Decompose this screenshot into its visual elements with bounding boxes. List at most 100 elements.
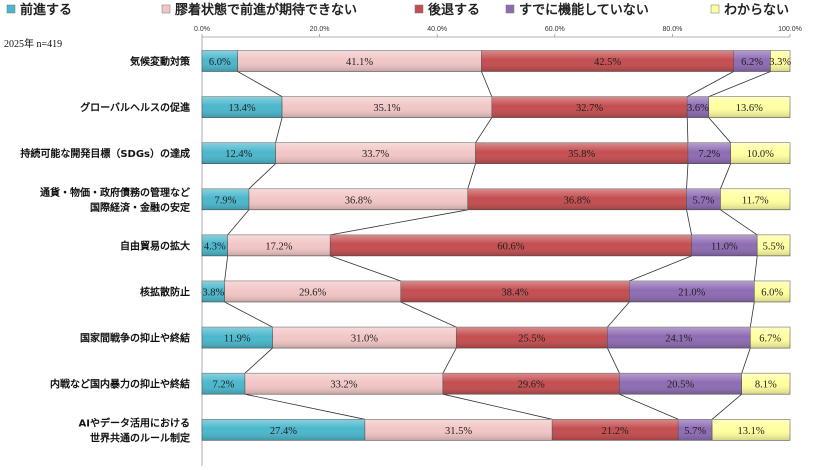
connector-line xyxy=(237,71,283,97)
bar-segment-shade xyxy=(720,188,790,210)
data-label: 5.7% xyxy=(693,195,715,206)
data-label: 6.0% xyxy=(761,288,783,299)
bar-segment-shade xyxy=(686,188,721,210)
bar-segment-shade xyxy=(275,142,476,164)
bar-segment-shade xyxy=(691,234,758,256)
bar-row: 6.0% 41.1% 42.5% 6.2% 3.3% xyxy=(201,50,791,72)
connector-line xyxy=(475,117,493,143)
category-label: 自由貿易の拡大 xyxy=(120,239,190,252)
connector-line xyxy=(711,393,742,420)
data-label: 11.9% xyxy=(224,334,251,345)
connector-line xyxy=(686,209,692,235)
data-label: 21.0% xyxy=(678,288,705,299)
data-label: 6.2% xyxy=(741,57,763,68)
bar-segment-shade xyxy=(330,234,692,256)
data-label: 11.7% xyxy=(742,195,769,206)
bar-segment-shade xyxy=(237,50,482,72)
category-label: 持続可能な開発目標（SDGs）の達成 xyxy=(20,147,190,160)
connector-line xyxy=(248,163,276,190)
data-label: 3.3% xyxy=(769,57,791,68)
category-label: 気候変動対策 xyxy=(129,55,191,68)
bar-segment-shade xyxy=(678,419,713,441)
bar-segment-shade xyxy=(741,373,790,395)
category-label: AIやデータ活用における xyxy=(79,416,190,429)
connector-line xyxy=(686,163,689,189)
connector-line xyxy=(687,71,734,97)
bar-segment-shade xyxy=(456,327,608,349)
connector-line xyxy=(442,393,553,420)
data-label: 32.7% xyxy=(576,103,603,114)
data-label: 27.4% xyxy=(270,426,297,437)
bar-segment-shade xyxy=(629,281,755,302)
legend-swatch-2 xyxy=(161,4,171,14)
data-label: 6.7% xyxy=(759,334,781,345)
bar-segment-shade xyxy=(202,234,228,256)
category-labels: 気候変動対策グローバルヘルスの促進持続可能な開発目標（SDGs）の達成通貨・物価… xyxy=(20,55,191,444)
legend-label-4: すでに機能していない xyxy=(519,2,649,18)
bar-segment-shade xyxy=(757,234,790,256)
data-label: 10.0% xyxy=(747,149,774,160)
data-label: 5.7% xyxy=(684,426,706,437)
x-tick-label: 0.0% xyxy=(194,26,210,33)
bar-segment-shade xyxy=(224,281,401,302)
bar-row: 3.8% 29.6% 38.4% 21.0% 6.0% xyxy=(201,280,791,303)
connector-line xyxy=(619,393,679,420)
data-label: 35.1% xyxy=(373,103,400,114)
data-label: 7.2% xyxy=(698,149,720,160)
category-label: 通貨・物価・政府債務の管理など xyxy=(40,186,190,199)
data-label: 7.2% xyxy=(213,380,235,391)
legend-swatch-5 xyxy=(710,4,720,14)
category-label: 内戦など国内暴力の抑止や終結 xyxy=(50,378,190,391)
bar-row: 4.3% 17.2% 60.6% 11.0% 5.5% xyxy=(201,234,791,257)
bar-row: 13.4% 35.1% 32.7% 3.6% 13.6% xyxy=(201,96,791,118)
connector-line xyxy=(720,163,732,189)
bar-segment-shade xyxy=(754,281,790,302)
data-label: 21.2% xyxy=(602,426,629,437)
bar-row: 7.2% 33.2% 29.6% 20.5% 8.1% xyxy=(201,372,791,395)
bar-segment-shade xyxy=(687,142,731,164)
bar-segment-shade xyxy=(687,96,709,118)
x-tick-label: 20.0% xyxy=(310,26,330,33)
data-label: 5.5% xyxy=(763,241,785,252)
x-tick-label: 80.0% xyxy=(662,26,682,33)
bar-segment-shade xyxy=(491,96,688,118)
connector-line xyxy=(224,255,229,282)
legend-swatch-3 xyxy=(414,4,424,14)
bar-segment-shade xyxy=(202,327,273,349)
bar-segment-shade xyxy=(227,234,331,256)
legend-swatch-4 xyxy=(505,4,515,14)
data-label: 11.0% xyxy=(711,241,738,252)
legend-label-5: わからない xyxy=(724,3,789,18)
bar-segment-shade xyxy=(248,188,468,210)
data-label: 33.2% xyxy=(330,380,357,391)
bar-segment-shade xyxy=(202,142,276,164)
bar-row: 11.9% 31.0% 25.5% 24.1% 6.7% xyxy=(201,326,791,349)
bar-segment-shade xyxy=(619,373,742,395)
data-label: 29.6% xyxy=(518,380,545,391)
data-label: 24.1% xyxy=(665,334,692,345)
connector-line xyxy=(749,301,755,328)
bar-segment-shade xyxy=(202,188,249,210)
bar-segment-shade xyxy=(750,327,790,349)
bar-segment-shade xyxy=(202,419,365,441)
x-tick-label: 40.0% xyxy=(427,26,447,33)
data-label: 25.5% xyxy=(518,334,545,345)
connector-line xyxy=(275,117,283,143)
bar-row: 27.4% 31.5% 21.2% 5.7% 13.1% xyxy=(201,418,791,441)
data-label: 60.6% xyxy=(497,241,524,252)
data-label: 13.4% xyxy=(228,103,255,114)
data-label: 20.5% xyxy=(667,380,694,391)
data-label: 3.6% xyxy=(687,103,709,114)
bar-segment-shade xyxy=(607,327,751,349)
connector-line xyxy=(720,209,758,236)
data-label: 35.8% xyxy=(568,149,595,160)
connector-line xyxy=(400,301,457,328)
legend-label-3: 後退する xyxy=(428,2,480,18)
connector-line xyxy=(708,71,771,97)
data-label: 8.1% xyxy=(755,380,777,391)
connector-line xyxy=(629,255,692,282)
connector-line xyxy=(227,209,250,236)
connector-line xyxy=(481,71,493,97)
bar-segment-shade xyxy=(708,96,790,118)
